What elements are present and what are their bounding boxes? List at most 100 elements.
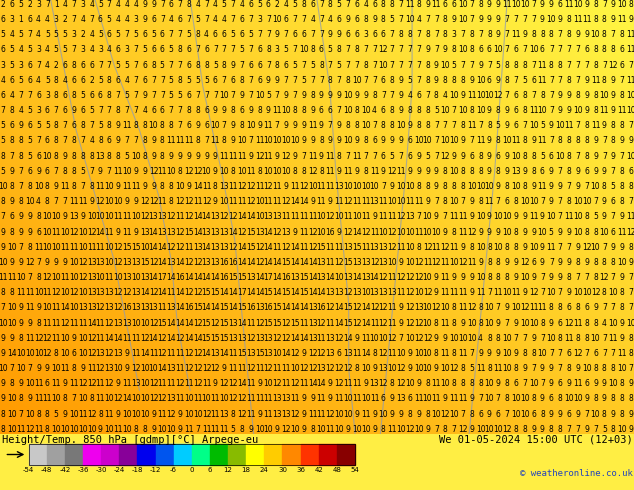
Text: 5: 5 — [496, 121, 501, 130]
Text: 9: 9 — [602, 167, 607, 176]
Text: 4: 4 — [213, 15, 217, 24]
Text: 14: 14 — [316, 288, 327, 297]
Text: 10: 10 — [352, 425, 361, 434]
Text: 9: 9 — [275, 425, 280, 434]
Text: 12: 12 — [87, 410, 96, 418]
Text: 7: 7 — [478, 394, 483, 403]
Text: 8: 8 — [602, 410, 607, 418]
Text: 7: 7 — [178, 106, 183, 115]
Text: 12: 12 — [202, 410, 211, 418]
Text: 6: 6 — [354, 0, 359, 9]
Text: 9: 9 — [337, 227, 342, 237]
Text: 10: 10 — [361, 288, 370, 297]
Text: 14: 14 — [307, 273, 318, 282]
Text: 9: 9 — [628, 258, 633, 267]
Text: 9: 9 — [496, 76, 501, 85]
Text: 6: 6 — [301, 30, 306, 39]
Text: 15: 15 — [219, 318, 229, 328]
Text: 9: 9 — [142, 15, 147, 24]
Text: 10: 10 — [334, 273, 344, 282]
Text: 8: 8 — [496, 106, 501, 115]
Text: 6: 6 — [36, 91, 41, 100]
Text: 9: 9 — [72, 106, 76, 115]
Text: 13: 13 — [281, 227, 291, 237]
Text: 6: 6 — [346, 30, 351, 39]
Text: 7: 7 — [611, 273, 616, 282]
Text: 4: 4 — [283, 0, 288, 9]
Text: 9: 9 — [399, 303, 403, 313]
Text: 9: 9 — [549, 410, 553, 418]
Text: 12: 12 — [87, 349, 96, 358]
Text: 11: 11 — [60, 243, 70, 252]
Text: 10: 10 — [547, 15, 556, 24]
Text: 8: 8 — [593, 258, 598, 267]
Text: 11: 11 — [538, 136, 547, 146]
Text: 8: 8 — [54, 349, 58, 358]
Bar — [101, 444, 119, 465]
Text: 7: 7 — [169, 106, 174, 115]
Text: 11: 11 — [626, 76, 634, 85]
Text: 8: 8 — [514, 243, 518, 252]
Text: 9: 9 — [115, 227, 120, 237]
Text: 8: 8 — [593, 273, 598, 282]
Text: 13: 13 — [219, 243, 229, 252]
Text: 12: 12 — [228, 243, 238, 252]
Text: 8: 8 — [505, 182, 510, 191]
Text: 7: 7 — [178, 121, 183, 130]
Text: 7: 7 — [257, 30, 262, 39]
Text: 11: 11 — [308, 410, 318, 418]
Text: 9: 9 — [63, 212, 67, 221]
Text: 14: 14 — [290, 334, 300, 343]
Text: 7: 7 — [514, 76, 519, 85]
Text: 5: 5 — [45, 76, 50, 85]
Text: 10: 10 — [591, 410, 600, 418]
Text: 10: 10 — [113, 197, 123, 206]
Text: 8: 8 — [425, 106, 430, 115]
Text: 6: 6 — [36, 151, 41, 161]
Text: 8: 8 — [160, 151, 165, 161]
Text: 11: 11 — [0, 273, 8, 282]
Text: 10: 10 — [511, 410, 521, 418]
Text: 14: 14 — [105, 334, 114, 343]
Text: 7: 7 — [584, 349, 589, 358]
Text: 11: 11 — [273, 182, 282, 191]
Text: 7: 7 — [98, 106, 103, 115]
Text: 12: 12 — [387, 243, 397, 252]
Text: 10: 10 — [316, 212, 327, 221]
Text: 8: 8 — [496, 334, 501, 343]
Text: 12: 12 — [352, 303, 361, 313]
Text: 6: 6 — [337, 15, 342, 24]
Text: 14: 14 — [290, 258, 300, 267]
Text: 10: 10 — [378, 334, 388, 343]
Text: 10: 10 — [370, 182, 379, 191]
Text: 8: 8 — [18, 151, 23, 161]
Text: 9: 9 — [381, 167, 385, 176]
Text: 9: 9 — [186, 151, 191, 161]
Text: 10: 10 — [281, 167, 291, 176]
Text: 12: 12 — [405, 273, 415, 282]
Text: 12: 12 — [343, 288, 353, 297]
Text: 10: 10 — [78, 227, 87, 237]
Text: 7: 7 — [487, 61, 492, 70]
Text: 6: 6 — [186, 121, 191, 130]
Text: 8: 8 — [169, 197, 174, 206]
Text: 11: 11 — [69, 243, 79, 252]
Text: 11: 11 — [281, 379, 291, 388]
Text: 9: 9 — [390, 410, 394, 418]
Text: 8: 8 — [505, 273, 510, 282]
Text: 10: 10 — [131, 394, 141, 403]
Text: 13: 13 — [343, 273, 353, 282]
Text: 10: 10 — [148, 121, 158, 130]
Text: 3: 3 — [72, 30, 76, 39]
Text: 7: 7 — [575, 425, 580, 434]
Text: 6: 6 — [443, 0, 448, 9]
Text: 11: 11 — [591, 76, 600, 85]
Text: 7: 7 — [496, 394, 501, 403]
Text: 7: 7 — [72, 394, 76, 403]
Text: 13: 13 — [193, 243, 202, 252]
Text: 10: 10 — [131, 212, 141, 221]
Text: 8: 8 — [487, 364, 492, 373]
Text: 7: 7 — [434, 121, 439, 130]
Text: 8: 8 — [257, 106, 262, 115]
Text: 12: 12 — [42, 349, 52, 358]
